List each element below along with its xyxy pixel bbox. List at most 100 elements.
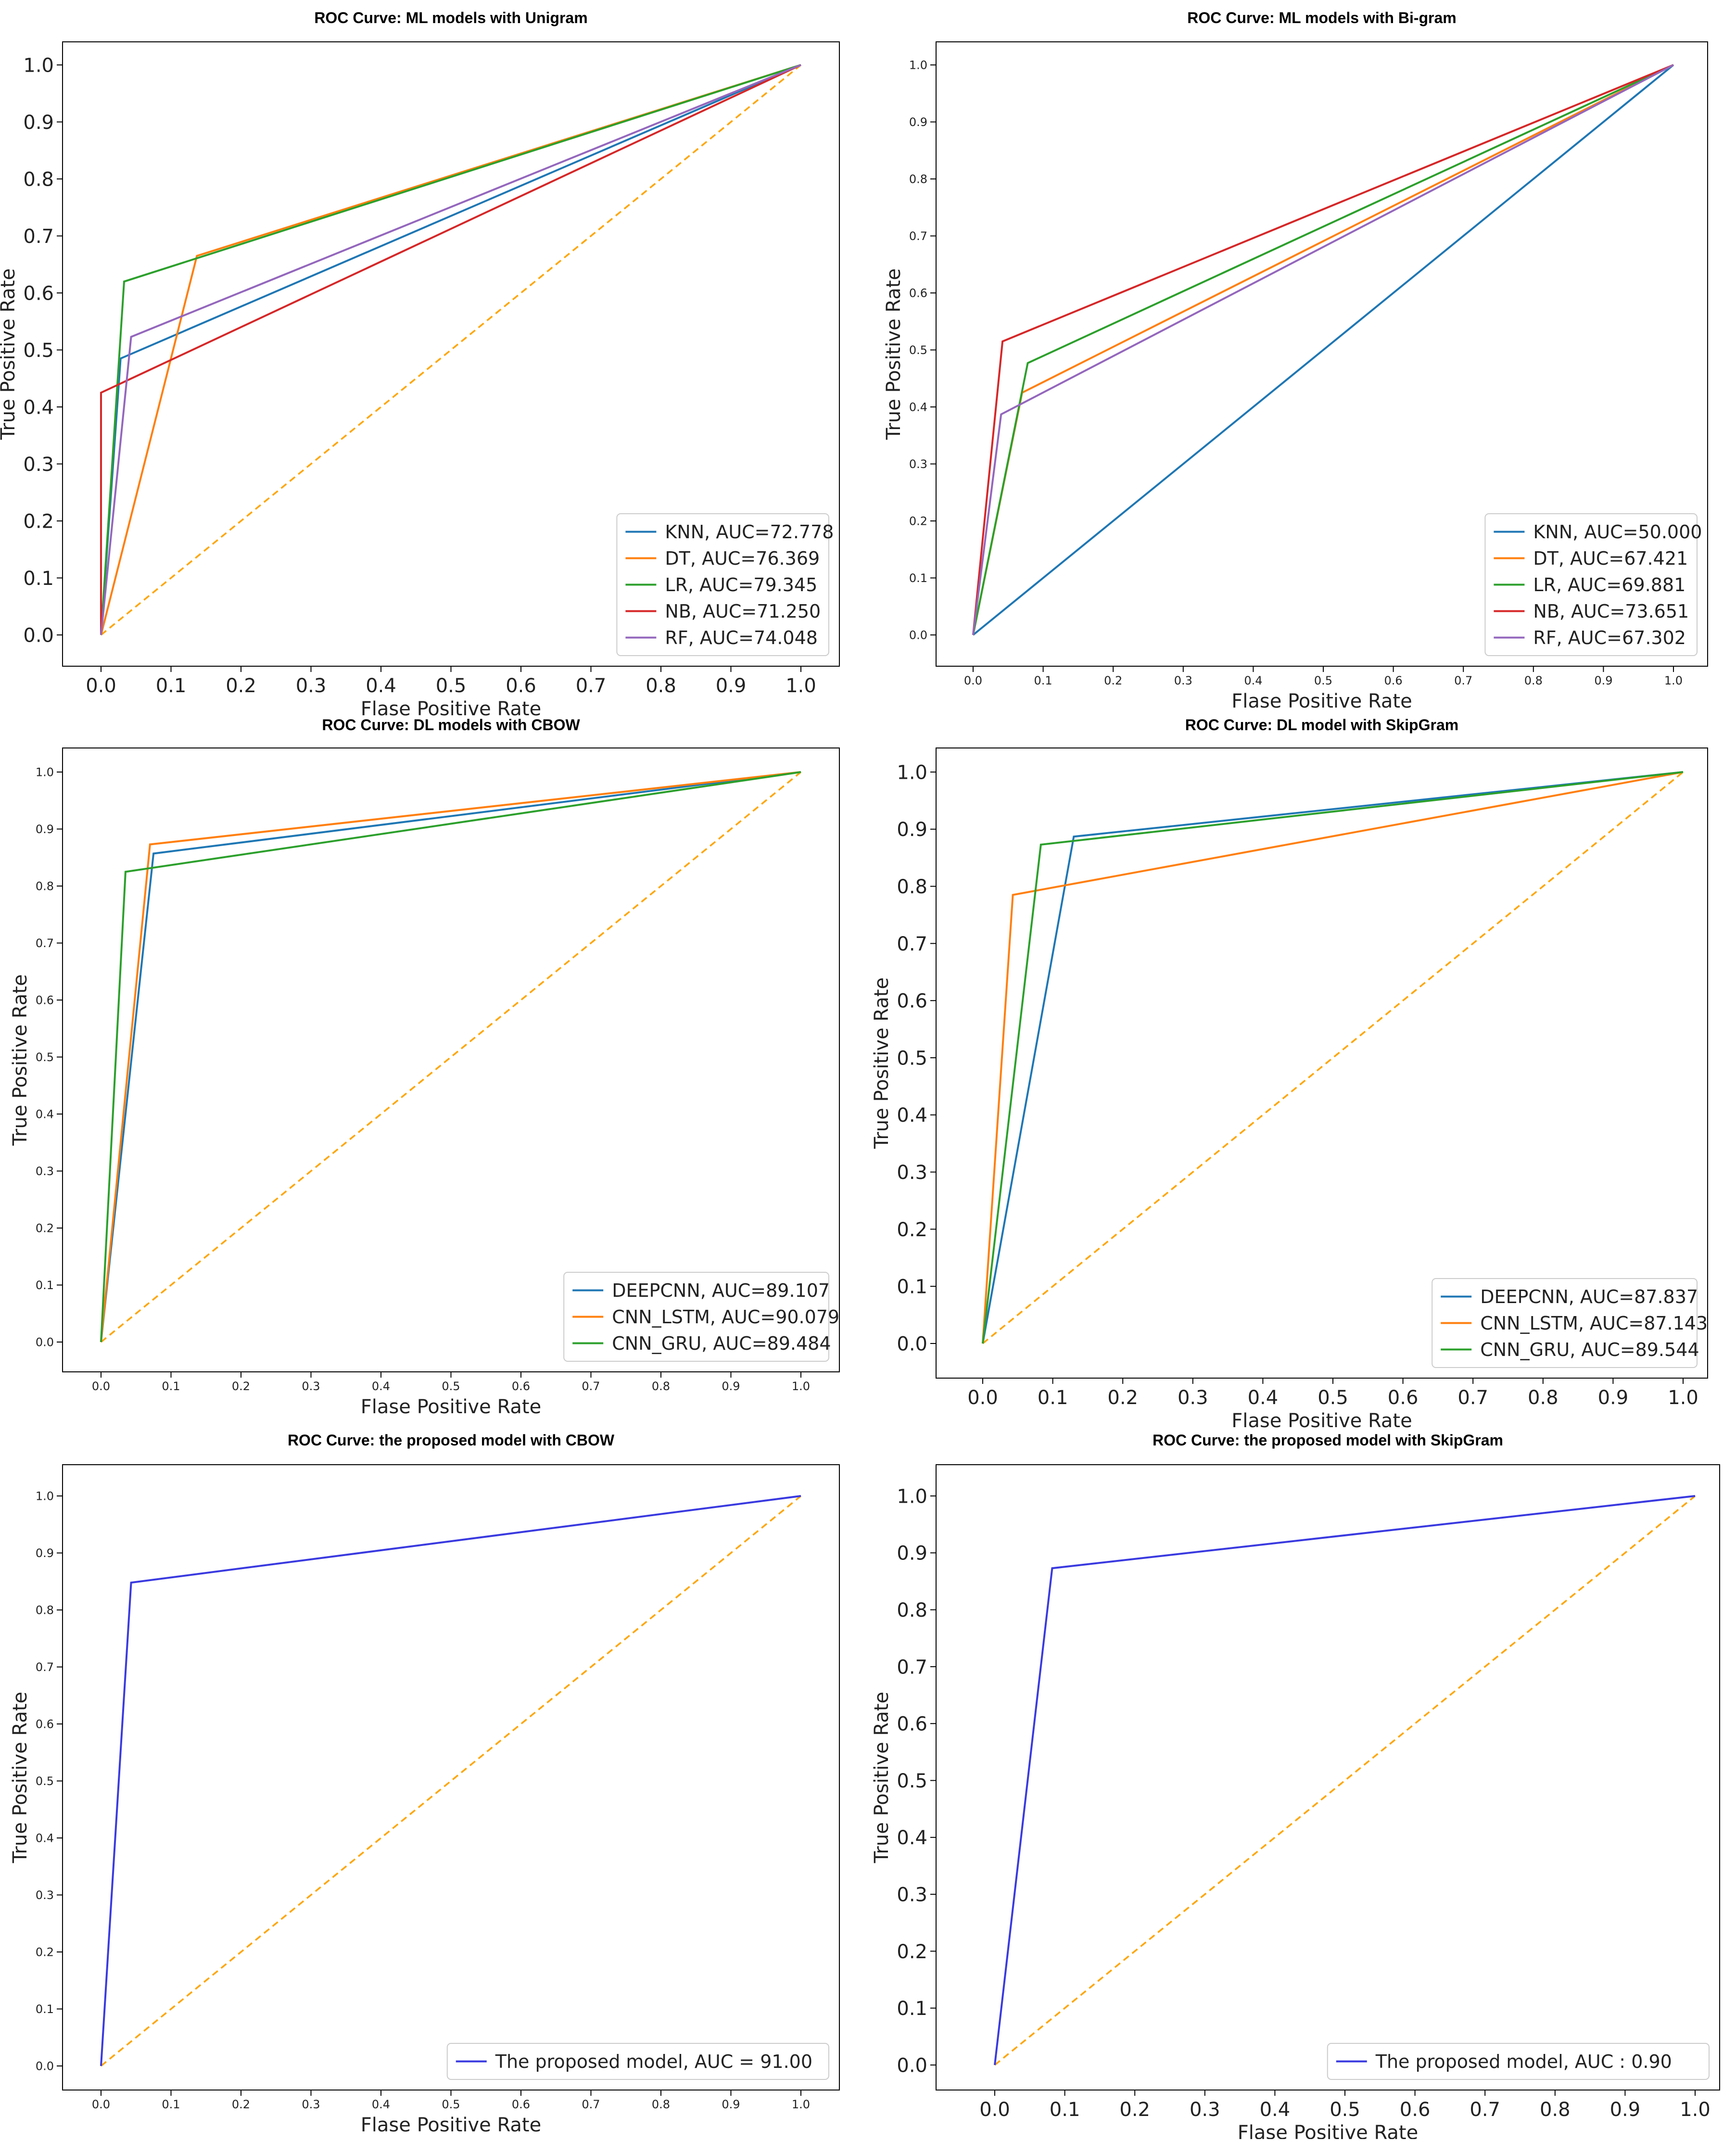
roc-series-line: [100, 771, 801, 1343]
y-tick-label: 0.5: [897, 1047, 927, 1069]
y-tick-label: 1.0: [23, 54, 54, 76]
y-tick-label: 0.3: [897, 1162, 927, 1184]
x-axis-label: Flase Positive Rate: [361, 2114, 541, 2136]
x-axis-label: Flase Positive Rate: [361, 698, 541, 720]
chart-title: ROC Curve: the proposed model with CBOW: [288, 1432, 615, 1449]
x-tick-label: 0.3: [1190, 2099, 1220, 2121]
legend: DEEPCNN, AUC=89.107 CNN_LSTM, AUC=90.079 C…: [563, 1272, 839, 1362]
axes-frame: [936, 1464, 1720, 2090]
y-tick-label: 1.0: [897, 761, 927, 784]
y-tick-label: 0.2: [36, 1222, 54, 1235]
x-tick-label: 0.8: [1528, 1387, 1559, 1409]
legend-label: NB, AUC=73.651: [1533, 601, 1689, 622]
x-tick-label: 1.0: [786, 675, 816, 697]
x-tick-label: 0.5: [442, 1380, 460, 1393]
legend-label: CNN_LSTM, AUC=87.143: [1480, 1313, 1708, 1334]
y-tick-label: 0.2: [897, 1219, 927, 1241]
legend-label: DT, AUC=67.421: [1533, 548, 1688, 569]
x-tick-label: 0.4: [372, 2098, 390, 2111]
x-tick-label: 0.7: [1454, 674, 1472, 687]
x-axis-label: Flase Positive Rate: [1231, 1410, 1412, 1432]
y-tick-label: 0.3: [23, 454, 54, 476]
x-tick-label: 0.9: [716, 675, 747, 697]
legend-label: DEEPCNN, AUC=87.837: [1480, 1286, 1698, 1307]
axes-frame: [936, 747, 1708, 1379]
chart-title: ROC Curve: ML models with Unigram: [314, 9, 587, 26]
x-tick-label: 0.3: [1174, 674, 1192, 687]
roc-panel-6: ROC Curve: the proposed model with SkipG…: [871, 1432, 1720, 2141]
roc-series-line: [982, 771, 1684, 1344]
y-tick-label: 0.5: [36, 1774, 54, 1788]
y-tick-label: 0.6: [897, 1713, 927, 1736]
y-tick-label: 0.0: [897, 1333, 927, 1355]
legend-label: KNN, AUC=72.778: [665, 521, 834, 543]
x-tick-label: 1.0: [1680, 2099, 1711, 2121]
x-tick-label: 0.0: [967, 1387, 998, 1409]
x-tick-label: 1.0: [1664, 674, 1683, 687]
y-axis-label: True Positive Rate: [871, 977, 893, 1149]
y-tick-label: 0.5: [909, 343, 927, 357]
y-tick-label: 0.1: [909, 571, 927, 585]
x-tick-label: 1.0: [1668, 1387, 1698, 1409]
roc-panel-4: ROC Curve: DL model with SkipGram 0.0 0.0 0…: [871, 716, 1708, 1432]
y-tick-label: 0.5: [36, 1051, 54, 1064]
x-tick-label: 0.7: [576, 675, 607, 697]
x-axis-label: Flase Positive Rate: [1238, 2122, 1418, 2139]
roc-panel-2: ROC Curve: ML models with Bi-gram 0.0 0.0 0…: [883, 9, 1708, 712]
y-tick-label: 0.8: [36, 1604, 54, 1617]
x-tick-label: 0.0: [979, 2099, 1010, 2121]
y-tick-label: 0.8: [36, 880, 54, 893]
y-tick-label: 0.5: [897, 1770, 927, 1792]
legend-label: DEEPCNN, AUC=89.107: [612, 1280, 830, 1301]
y-tick-label: 0.4: [23, 396, 54, 418]
legend-label: CNN_LSTM, AUC=90.079: [612, 1306, 839, 1328]
roc-series-line: [972, 64, 1674, 635]
x-tick-label: 0.6: [506, 675, 536, 697]
y-tick-label: 0.7: [36, 1660, 54, 1674]
y-tick-label: 0.2: [36, 1946, 54, 1959]
x-tick-label: 0.0: [92, 1380, 110, 1393]
roc-series-line: [100, 64, 801, 635]
y-tick-label: 0.2: [909, 515, 927, 528]
y-tick-label: 0.1: [36, 2002, 54, 2016]
y-tick-label: 0.6: [909, 287, 927, 300]
y-tick-label: 1.0: [897, 1485, 927, 1508]
x-tick-label: 0.0: [86, 675, 116, 697]
y-tick-label: 0.6: [36, 994, 54, 1007]
x-tick-label: 0.8: [652, 1380, 670, 1393]
y-tick-label: 0.1: [23, 568, 54, 590]
legend-box: [1327, 2043, 1710, 2080]
legend-box: [1484, 513, 1698, 656]
x-tick-label: 0.6: [1388, 1387, 1419, 1409]
legend-box: [1432, 1278, 1698, 1368]
y-tick-label: 1.0: [36, 1490, 54, 1503]
chart-title: ROC Curve: the proposed model with SkipG…: [1153, 1432, 1503, 1449]
x-tick-label: 1.0: [792, 1380, 810, 1393]
y-tick-label: 0.3: [897, 1884, 927, 1906]
y-tick-label: 0.9: [909, 115, 927, 129]
y-tick-label: 0.6: [897, 990, 927, 1013]
x-tick-label: 0.2: [1119, 2099, 1150, 2121]
x-tick-label: 1.0: [792, 2098, 810, 2111]
y-axis-label: True Positive Rate: [9, 1692, 31, 1863]
x-tick-label: 0.2: [1104, 674, 1122, 687]
legend-label: KNN, AUC=50.000: [1533, 521, 1702, 543]
x-tick-label: 0.5: [436, 675, 467, 697]
legend-label: LR, AUC=69.881: [1533, 574, 1685, 595]
y-tick-label: 0.4: [36, 1832, 54, 1845]
x-tick-label: 0.8: [652, 2098, 670, 2111]
x-tick-label: 0.9: [722, 1380, 740, 1393]
x-tick-label: 0.2: [1107, 1387, 1138, 1409]
legend-label: RF, AUC=67.302: [1533, 627, 1686, 648]
y-tick-label: 0.4: [897, 1827, 927, 1849]
legend-label: CNN_GRU, AUC=89.544: [1480, 1339, 1699, 1360]
y-tick-label: 0.7: [36, 937, 54, 950]
chance-line: [100, 1495, 802, 2067]
roc-series-line: [972, 64, 1674, 635]
x-tick-label: 0.5: [1314, 674, 1332, 687]
roc-series-line: [972, 64, 1674, 635]
y-tick-label: 0.7: [909, 229, 927, 243]
y-axis-label: True Positive Rate: [871, 1692, 893, 1863]
roc-series-line: [100, 64, 801, 635]
